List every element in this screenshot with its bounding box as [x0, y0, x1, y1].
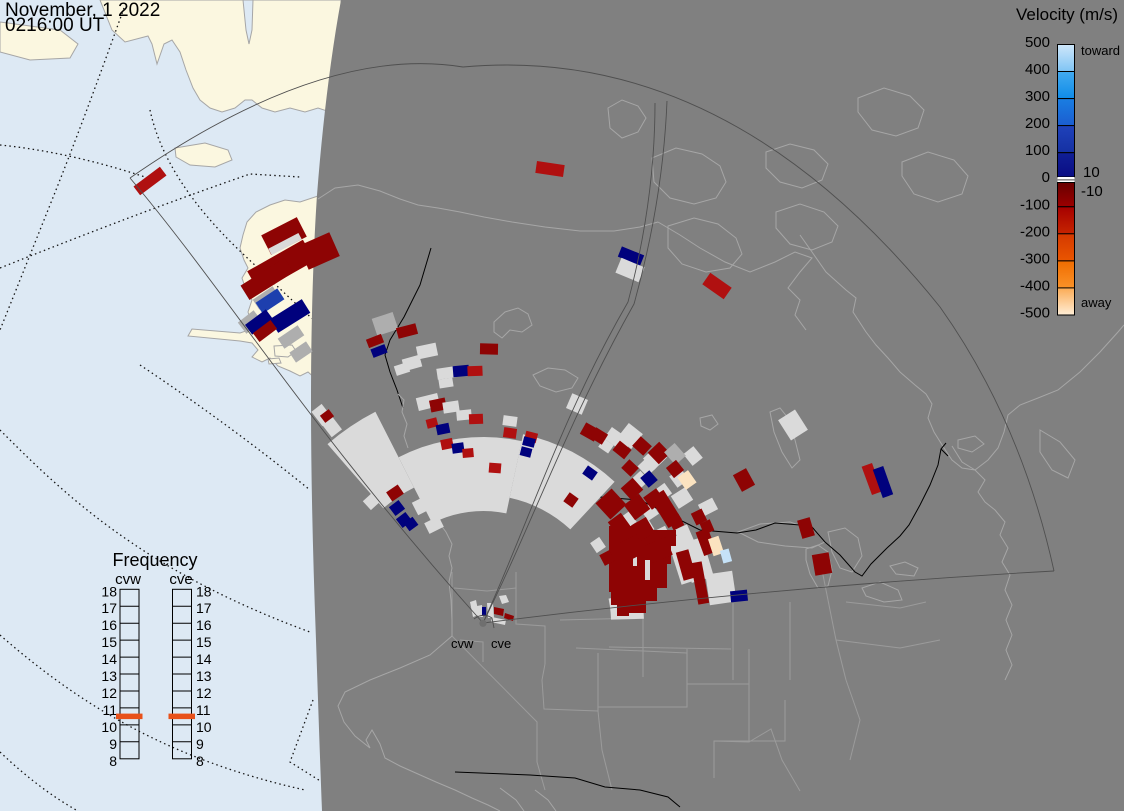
svg-text:18: 18 [101, 583, 117, 599]
svg-text:-400: -400 [1020, 278, 1050, 295]
svg-text:cvw: cvw [115, 571, 141, 588]
svg-text:18: 18 [196, 583, 212, 599]
svg-text:-10: -10 [1081, 183, 1103, 200]
svg-text:cvw: cvw [451, 636, 474, 651]
svg-text:14: 14 [196, 651, 212, 667]
svg-text:-300: -300 [1020, 250, 1050, 267]
svg-text:500: 500 [1025, 34, 1050, 51]
svg-text:November, 1 2022: November, 1 2022 [5, 0, 160, 21]
svg-text:cve: cve [169, 571, 192, 588]
svg-text:17: 17 [196, 600, 212, 616]
svg-text:away: away [1081, 295, 1112, 310]
svg-text:-200: -200 [1020, 223, 1050, 240]
svg-text:16: 16 [101, 617, 117, 633]
svg-text:10: 10 [196, 719, 212, 735]
svg-text:12: 12 [196, 685, 212, 701]
svg-text:300: 300 [1025, 88, 1050, 105]
svg-text:16: 16 [196, 617, 212, 633]
svg-text:17: 17 [101, 600, 117, 616]
svg-text:200: 200 [1025, 115, 1050, 132]
svg-text:10: 10 [101, 719, 117, 735]
svg-text:10: 10 [1083, 164, 1100, 181]
svg-text:11: 11 [102, 702, 117, 718]
svg-text:8: 8 [109, 753, 117, 769]
svg-text:-500: -500 [1020, 305, 1050, 322]
svg-text:0: 0 [1042, 169, 1050, 186]
svg-text:0216:00 UT: 0216:00 UT [5, 15, 105, 36]
svg-text:15: 15 [101, 634, 117, 650]
svg-text:13: 13 [101, 668, 117, 684]
svg-text:9: 9 [196, 736, 204, 752]
svg-text:Frequency: Frequency [112, 550, 197, 570]
svg-text:12: 12 [101, 685, 117, 701]
svg-text:14: 14 [101, 651, 117, 667]
svg-text:15: 15 [196, 634, 212, 650]
svg-text:toward: toward [1081, 43, 1120, 58]
svg-text:Velocity (m/s): Velocity (m/s) [1016, 5, 1118, 24]
svg-text:11: 11 [196, 702, 211, 718]
svg-text:8: 8 [196, 753, 204, 769]
svg-text:100: 100 [1025, 142, 1050, 159]
svg-text:400: 400 [1025, 61, 1050, 78]
svg-text:9: 9 [109, 736, 117, 752]
svg-text:13: 13 [196, 668, 212, 684]
svg-text:-100: -100 [1020, 196, 1050, 213]
svg-text:cve: cve [491, 636, 511, 651]
